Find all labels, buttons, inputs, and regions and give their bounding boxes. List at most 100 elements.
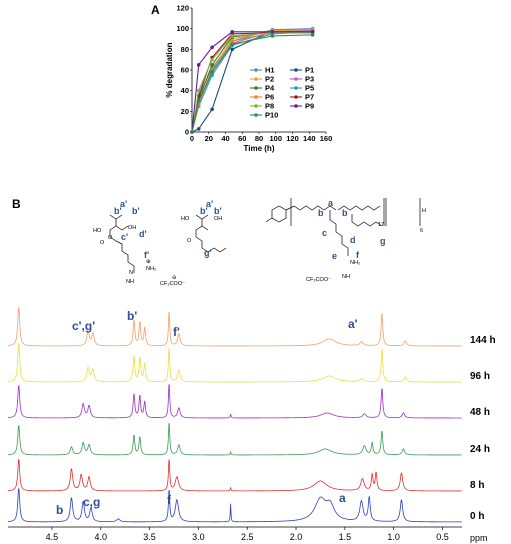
legend-marker [254, 68, 258, 72]
s1-label-bp2: b' [132, 206, 140, 216]
legend-marker [294, 77, 298, 81]
y-axis-title: % degradation [165, 42, 174, 97]
legend-label: P9 [305, 102, 314, 111]
legend-label: P4 [265, 84, 275, 93]
x-tick-label: 140 [303, 134, 316, 143]
ppm-tick-label: 2.5 [241, 532, 254, 542]
s2-label-bp1: b' [200, 206, 208, 216]
s3-nh: NH [342, 274, 350, 280]
time-label: 96 h [470, 371, 490, 382]
legend-label: H1 [265, 66, 275, 75]
s1-o: O [100, 240, 105, 246]
legend-marker [294, 104, 298, 108]
peak-label-f-prime: f' [173, 325, 180, 339]
ppm-tick-label: 3.5 [143, 532, 156, 542]
s1-minus: ⊖ [172, 275, 177, 281]
s1-label-dp: d' [139, 229, 147, 239]
s1-nh: NH [126, 279, 134, 285]
x-tick-label: 20 [205, 134, 213, 143]
nmr-trace [7, 384, 462, 419]
legend-label: P3 [305, 75, 314, 84]
x-tick-label: 160 [320, 134, 333, 143]
s2-oh: OH [214, 216, 222, 222]
s1-label-bp1: b' [114, 206, 122, 216]
s1-nh2: NH₂ [146, 266, 156, 272]
data-point [230, 39, 234, 43]
ppm-tick-label: 1.5 [339, 532, 352, 542]
data-point [230, 29, 234, 34]
nmr-trace [7, 423, 462, 456]
series-line [191, 31, 313, 133]
panel-a-label: A [151, 3, 160, 17]
legend-label: P1 [305, 66, 314, 75]
x-tick-label: 60 [238, 134, 246, 143]
data-point [210, 107, 214, 112]
y-tick-label: 60 [181, 66, 189, 75]
legend-label: P6 [265, 93, 274, 102]
time-label: 144 h [470, 335, 496, 346]
legend-label: P7 [305, 93, 314, 102]
data-point [270, 29, 275, 34]
s3-label-c: c [322, 228, 327, 238]
legend-label: P2 [265, 75, 274, 84]
legend-marker [294, 95, 298, 99]
s1-label-cp: c' [121, 232, 128, 242]
panel-b-label: B [12, 197, 21, 211]
s2-label-ap: a' [206, 199, 213, 209]
structure-2 [195, 214, 227, 253]
ppm-tick-label: 0.5 [436, 532, 449, 542]
data-point [190, 130, 194, 134]
series-line [191, 31, 313, 133]
series-line [191, 32, 313, 133]
time-label: 0 h [470, 511, 484, 522]
data-point [210, 63, 214, 67]
time-label: 8 h [470, 480, 484, 491]
x-tick-label: 120 [286, 134, 299, 143]
ppm-tick-label: 4.5 [46, 532, 59, 542]
data-point [210, 57, 214, 62]
series-line [191, 32, 313, 133]
s3-label-b1: b [318, 208, 324, 218]
degradation-chart: 0 20 40 60 80 100 120 140 160 0 20 40 60 80 100 120 Time… [165, 4, 332, 154]
ppm-ticks: 4.5 4.0 3.5 3.0 2.5 2.0 1.5 1.0 0.5 [46, 527, 449, 542]
s3-label-f: f [356, 250, 360, 260]
data-point [196, 63, 201, 67]
nmr-spectra: 144 h 96 h 48 h 24 h 8 h 0 h [7, 307, 496, 523]
x-tick-label: 100 [269, 134, 282, 143]
ppm-tick-label: 1.0 [387, 532, 400, 542]
x-axis-title: Time (h) [244, 144, 275, 153]
legend-marker [254, 104, 258, 108]
y-tick-label: 80 [181, 45, 189, 54]
legend-marker [294, 68, 298, 72]
s3-label-a: a [328, 198, 334, 208]
legend-label: P8 [265, 102, 274, 111]
nmr-trace [7, 459, 462, 492]
data-point [310, 33, 315, 37]
s3-label-g: g [380, 236, 386, 246]
nmr-trace [7, 307, 462, 347]
peak-label-b: b [56, 503, 63, 517]
legend-label: P10 [265, 111, 278, 120]
y-tick-label: 0 [185, 128, 189, 137]
s1-ho: HO [93, 228, 102, 234]
s3-sub17: 17 [378, 222, 384, 228]
data-point [230, 42, 234, 46]
data-point [210, 70, 214, 74]
y-tick-label: 100 [176, 24, 189, 33]
data-point [230, 47, 234, 52]
peak-label-cg-prime: c',g' [72, 319, 95, 333]
x-tick-label: 40 [221, 134, 229, 143]
ppm-tick-label: 4.0 [94, 532, 107, 542]
nmr-trace [7, 343, 462, 383]
legend-marker [254, 113, 258, 117]
legend-marker [254, 95, 258, 99]
y-tick-label: 40 [181, 86, 189, 95]
series-line [191, 31, 313, 133]
peak-label-a: a [339, 491, 346, 505]
data-point [196, 99, 201, 103]
s1-o2: O [108, 235, 113, 241]
x-tick-label: 0 [190, 134, 194, 143]
s3-h: H [422, 208, 426, 214]
peak-label-cg: c,g [83, 495, 100, 509]
ppm-unit-label: ppm [470, 533, 488, 543]
